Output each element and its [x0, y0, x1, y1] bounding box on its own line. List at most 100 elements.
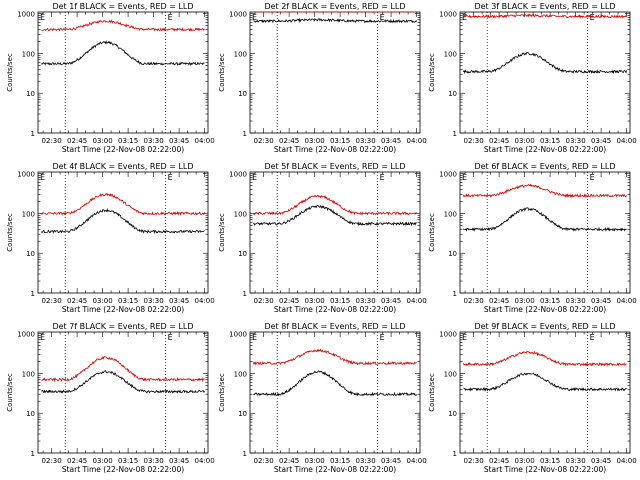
- x-axis-title: Start Time (22-Nov-08 02:22:00): [484, 465, 606, 474]
- y-tick-label: 1: [243, 130, 247, 138]
- x-tick-label: 02:30: [254, 297, 274, 305]
- x-tick-label: 03:45: [169, 137, 189, 145]
- x-axis-title: Start Time (22-Nov-08 02:22:00): [484, 305, 606, 314]
- events-series-line: [463, 207, 627, 232]
- plot-frame: [37, 171, 209, 294]
- chart-title: Det 2f BLACK = Events, RED = LLD: [264, 2, 405, 11]
- x-axis-title: Start Time (22-Nov-08 02:22:00): [62, 465, 184, 474]
- y-tick-label: 1: [243, 290, 247, 298]
- y-tick-label: 100: [234, 210, 247, 218]
- plot-frame: [249, 171, 421, 294]
- x-axis-title: Start Time (22-Nov-08 02:22:00): [484, 145, 606, 154]
- events-series-line: [41, 207, 205, 235]
- x-tick-label: 03:30: [566, 137, 586, 145]
- marker-e-right: E: [590, 333, 595, 342]
- y-tick-label: 10: [448, 250, 457, 258]
- y-tick-label: 1000: [439, 171, 457, 179]
- lld-series-line: [463, 350, 627, 367]
- events-series-line: [41, 370, 205, 394]
- marker-e-right: E: [380, 13, 385, 22]
- chart-title: Det 1f BLACK = Events, RED = LLD: [52, 2, 193, 11]
- marker-e-right: E: [168, 173, 173, 182]
- x-tick-label: 04:00: [407, 297, 427, 305]
- x-tick-label: 04:00: [195, 457, 215, 465]
- events-series-line: [463, 52, 627, 75]
- marker-e-left: E: [252, 333, 257, 342]
- x-tick-label: 02:30: [254, 457, 274, 465]
- x-tick-label: 03:00: [515, 297, 535, 305]
- plot-frame: [459, 11, 631, 134]
- y-tick-label: 1: [31, 450, 35, 458]
- x-tick-label: 03:00: [515, 457, 535, 465]
- y-tick-label: 10: [238, 250, 247, 258]
- x-tick-label: 02:30: [42, 137, 62, 145]
- x-tick-label: 03:15: [330, 297, 350, 305]
- y-axis-label: Counts/sec: [6, 373, 14, 412]
- x-tick-label: 03:15: [330, 457, 350, 465]
- x-tick-label: 04:00: [195, 297, 215, 305]
- events-series-line: [41, 39, 205, 67]
- y-tick-label: 1: [453, 450, 457, 458]
- chart-panel: Det 9f BLACK = Events, RED = LLD 1 10 100 10…: [428, 322, 637, 474]
- lld-series-line: [41, 355, 205, 383]
- x-axis-title: Start Time (22-Nov-08 02:22:00): [274, 145, 396, 154]
- y-tick-label: 1000: [17, 171, 35, 179]
- y-axis-label: Counts/sec: [6, 213, 14, 252]
- x-tick-label: 03:15: [118, 137, 138, 145]
- y-tick-label: 1000: [439, 331, 457, 339]
- plot-frame: [249, 331, 421, 454]
- chart-title: Det 7f BLACK = Events, RED = LLD: [52, 322, 193, 331]
- x-tick-label: 02:45: [67, 137, 87, 145]
- y-tick-label: 100: [234, 370, 247, 378]
- x-tick-label: 03:30: [356, 297, 376, 305]
- lld-series-line: [463, 183, 627, 199]
- x-tick-label: 02:45: [279, 457, 299, 465]
- y-axis-label: Counts/sec: [218, 53, 226, 92]
- marker-e-right: E: [380, 173, 385, 182]
- x-tick-label: 04:00: [617, 457, 637, 465]
- x-tick-label: 02:45: [67, 297, 87, 305]
- x-tick-label: 04:00: [195, 137, 215, 145]
- y-axis-label: Counts/sec: [6, 53, 14, 92]
- marker-e-left: E: [462, 173, 467, 182]
- y-tick-label: 1000: [229, 171, 247, 179]
- x-tick-label: 03:45: [169, 297, 189, 305]
- y-tick-label: 1000: [17, 331, 35, 339]
- x-tick-label: 02:45: [489, 297, 509, 305]
- y-tick-label: 10: [26, 90, 35, 98]
- x-tick-label: 02:45: [279, 137, 299, 145]
- y-axis-label: Counts/sec: [218, 373, 226, 412]
- x-tick-label: 03:00: [93, 457, 113, 465]
- chart-title: Det 4f BLACK = Events, RED = LLD: [52, 162, 193, 171]
- y-tick-label: 10: [26, 250, 35, 258]
- x-axis-title: Start Time (22-Nov-08 02:22:00): [274, 305, 396, 314]
- x-tick-label: 03:30: [566, 297, 586, 305]
- y-tick-label: 100: [444, 210, 457, 218]
- marker-e-left: E: [40, 173, 45, 182]
- chart-panel: Det 5f BLACK = Events, RED = LLD 1 10 100 10…: [218, 162, 427, 314]
- y-tick-label: 100: [22, 50, 35, 58]
- chart-title: Det 6f BLACK = Events, RED = LLD: [474, 162, 615, 171]
- plot-frame: [459, 331, 631, 454]
- events-series-line: [253, 17, 417, 24]
- marker-e-left: E: [40, 13, 45, 22]
- lld-series-line: [41, 192, 205, 216]
- x-tick-label: 03:30: [356, 137, 376, 145]
- y-tick-label: 1000: [229, 331, 247, 339]
- x-tick-label: 03:30: [144, 457, 164, 465]
- x-tick-label: 03:30: [356, 457, 376, 465]
- marker-e-right: E: [590, 173, 595, 182]
- x-axis-title: Start Time (22-Nov-08 02:22:00): [62, 145, 184, 154]
- y-tick-label: 1000: [17, 11, 35, 19]
- lld-series-line: [253, 348, 417, 366]
- chart-panel: Det 4f BLACK = Events, RED = LLD 1 10 100 10…: [6, 162, 215, 314]
- lld-series-line: [253, 194, 417, 216]
- chart-panel: Det 6f BLACK = Events, RED = LLD 1 10 100 10…: [428, 162, 637, 314]
- lld-series-line: [463, 13, 627, 19]
- y-axis-label: Counts/sec: [218, 213, 226, 252]
- x-tick-label: 03:00: [93, 297, 113, 305]
- x-tick-label: 04:00: [407, 137, 427, 145]
- marker-e-right: E: [168, 13, 173, 22]
- x-tick-label: 03:45: [591, 457, 611, 465]
- x-tick-label: 03:15: [118, 457, 138, 465]
